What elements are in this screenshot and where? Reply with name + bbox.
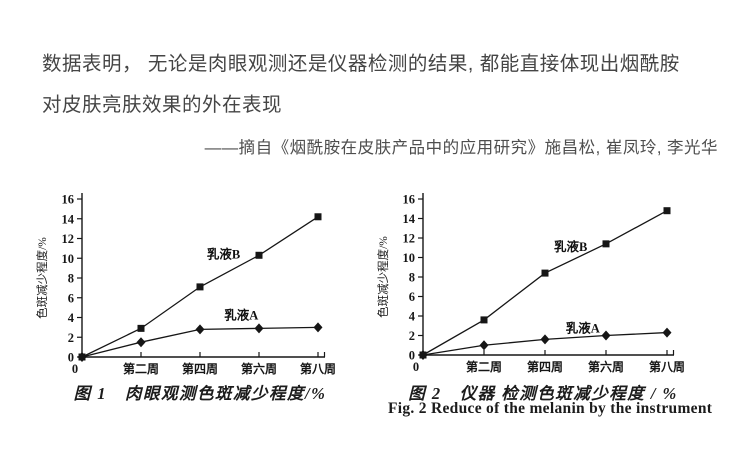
y-tick-label: 14 (62, 212, 75, 226)
diamond-marker (313, 322, 323, 333)
square-marker (663, 207, 671, 215)
diamond-marker (662, 327, 672, 338)
intro-paragraph: 数据表明， 无论是肉眼观测还是仪器检测的结果, 都能直接体现出烟酰胺 对皮肤亮肤… (42, 44, 680, 126)
diamond-marker (601, 330, 611, 341)
y-tick-label: 0 (68, 351, 74, 365)
intro-line-2: 对皮肤亮肤效果的外在表现 (42, 94, 283, 116)
y-tick-label: 4 (68, 311, 75, 325)
diamond-marker (254, 323, 264, 334)
series-label: 乳液A (566, 321, 600, 336)
square-marker (480, 316, 488, 324)
square-marker (602, 240, 610, 248)
diamond-marker (136, 337, 146, 348)
y-tick-label: 10 (62, 252, 75, 266)
y-tick-label: 14 (403, 212, 416, 226)
y-axis-title: 色斑减少程度/% (376, 236, 390, 318)
diamond-marker (418, 350, 428, 360)
x-tick-label: 第四周 (527, 359, 563, 374)
y-tick-label: 4 (409, 310, 416, 324)
square-marker (314, 213, 322, 221)
series-line (422, 210, 668, 356)
y-tick-label: 12 (403, 232, 416, 246)
y-tick-label: 2 (409, 329, 415, 343)
y-tick-label: 10 (403, 251, 416, 265)
y-tick-label: 0 (409, 349, 415, 363)
x-tick-label: 0 (72, 362, 78, 376)
figure1-chart: 0 2 4 6 8 10 12 14 16 0 第二周 第四周 第六周 第八周 色斑减少程度/% 乳液B 乳液A (35, 193, 336, 377)
x-tick-label: 第四周 (182, 361, 218, 376)
y-tick-label: 16 (403, 193, 416, 207)
figure2-chart: 0 2 4 6 8 10 12 14 16 0 第二周 第四周 第六周 第八周 色斑减少程度/% 乳液B 乳液A (376, 193, 685, 375)
y-tick-label: 6 (68, 291, 74, 305)
attribution-line: ——摘自《烟酰胺在皮肤产品中的应用研究》施昌松, 崔凤玲, 李光华 (204, 139, 718, 157)
diamond-marker (479, 340, 489, 351)
y-tick-label: 6 (409, 290, 415, 304)
y-axis-title: 色斑减少程度/% (35, 237, 49, 319)
x-tick-label: 第二周 (123, 361, 159, 376)
y-tick-label: 16 (62, 193, 75, 207)
x-tick-label: 0 (413, 360, 419, 374)
square-marker (137, 324, 145, 332)
diamond-marker (77, 352, 87, 362)
series-label: 乳液B (207, 246, 240, 261)
square-marker (541, 269, 549, 277)
diamond-marker (540, 334, 550, 345)
y-tick-label: 8 (409, 271, 415, 285)
series-label: 乳液B (554, 239, 587, 254)
figure2-caption-en: Fig. 2 Reduce of the melanin by the inst… (388, 400, 713, 417)
x-tick-label: 第六周 (588, 359, 624, 374)
x-tick-label: 第八周 (649, 359, 685, 374)
figure1-caption: 图 1 肉眼观测色斑减少程度/% (73, 384, 327, 403)
y-tick-label: 2 (68, 331, 74, 345)
y-tick-label: 8 (68, 272, 74, 286)
y-tick-label: 12 (62, 232, 75, 246)
x-tick-label: 第二周 (466, 359, 502, 374)
x-tick-label: 第六周 (241, 361, 277, 376)
x-tick-label: 第八周 (300, 361, 336, 376)
series-label: 乳液A (224, 308, 258, 323)
intro-line-1: 数据表明， 无论是肉眼观测还是仪器检测的结果, 都能直接体现出烟酰胺 (42, 53, 680, 75)
figure2-caption-cn: 图 2 仪器 检测色斑减少程度 / % (408, 384, 678, 403)
diamond-marker (195, 324, 205, 335)
square-marker (255, 251, 263, 259)
square-marker (196, 283, 204, 291)
